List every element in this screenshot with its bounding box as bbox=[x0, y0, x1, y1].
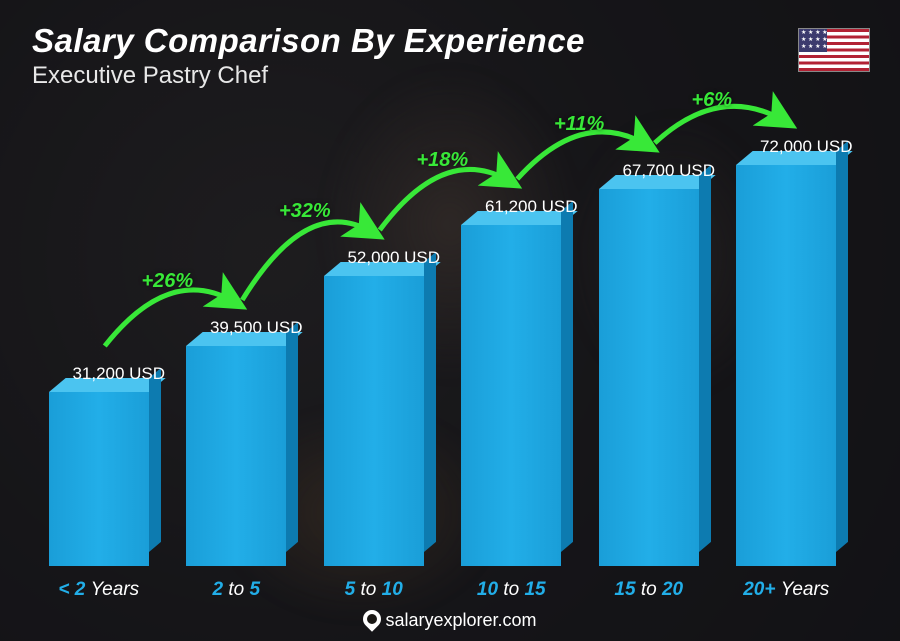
bar-side-face bbox=[561, 201, 573, 552]
header: Salary Comparison By Experience Executiv… bbox=[32, 22, 585, 90]
x-axis-label: 15 to 20 bbox=[590, 579, 708, 601]
x-axis-label: 20+ Years bbox=[727, 579, 845, 601]
bar-group: 31,200 USD bbox=[40, 392, 158, 566]
bar-value-label: 72,000 USD bbox=[736, 137, 876, 157]
bar-side-face bbox=[424, 252, 436, 552]
page-subtitle: Executive Pastry Chef bbox=[32, 62, 585, 90]
logo-pin-icon bbox=[360, 606, 385, 631]
growth-label: +26% bbox=[142, 270, 194, 293]
bar-group: 67,700 USD bbox=[590, 189, 708, 566]
footer: salaryexplorer.com bbox=[0, 610, 900, 631]
bar-front-face bbox=[186, 346, 286, 566]
growth-label: +32% bbox=[279, 200, 331, 223]
bar-group: 72,000 USD bbox=[727, 165, 845, 566]
bar-value-label: 61,200 USD bbox=[461, 197, 601, 217]
bar-side-face bbox=[836, 141, 848, 552]
bar-group: 39,500 USD bbox=[177, 346, 295, 566]
x-axis-label: 5 to 10 bbox=[315, 579, 433, 601]
bar-side-face bbox=[286, 322, 298, 552]
bar-front-face bbox=[461, 225, 561, 566]
growth-label: +11% bbox=[554, 113, 604, 136]
growth-label: +18% bbox=[417, 149, 469, 172]
bar: 39,500 USD bbox=[186, 346, 286, 566]
bar: 31,200 USD bbox=[49, 392, 149, 566]
growth-label: +6% bbox=[692, 89, 733, 112]
bar: 52,000 USD bbox=[324, 276, 424, 566]
chart-area: 31,200 USD39,500 USD52,000 USD61,200 USD… bbox=[30, 120, 855, 566]
bar-front-face bbox=[49, 392, 149, 566]
bar-value-label: 39,500 USD bbox=[186, 318, 326, 338]
us-flag-icon bbox=[798, 28, 870, 72]
bar-front-face bbox=[324, 276, 424, 566]
bar-value-label: 52,000 USD bbox=[324, 248, 464, 268]
x-axis-label: 2 to 5 bbox=[177, 579, 295, 601]
bar-side-face bbox=[699, 165, 711, 552]
bar-front-face bbox=[736, 165, 836, 566]
bar-group: 52,000 USD bbox=[315, 276, 433, 566]
bars-container: 31,200 USD39,500 USD52,000 USD61,200 USD… bbox=[30, 120, 855, 566]
bar-front-face bbox=[599, 189, 699, 566]
page-title: Salary Comparison By Experience bbox=[32, 22, 585, 60]
bar-value-label: 67,700 USD bbox=[599, 161, 739, 181]
x-axis-label: < 2 Years bbox=[40, 579, 158, 601]
bar: 72,000 USD bbox=[736, 165, 836, 566]
x-axis-label: 10 to 15 bbox=[452, 579, 570, 601]
bar-group: 61,200 USD bbox=[452, 225, 570, 566]
bar: 67,700 USD bbox=[599, 189, 699, 566]
bar-side-face bbox=[149, 368, 161, 552]
x-axis: < 2 Years 2 to 5 5 to 10 10 to 15 15 to 20 20… bbox=[30, 579, 855, 601]
footer-text: salaryexplorer.com bbox=[385, 610, 536, 630]
bar-value-label: 31,200 USD bbox=[49, 364, 189, 384]
bar: 61,200 USD bbox=[461, 225, 561, 566]
